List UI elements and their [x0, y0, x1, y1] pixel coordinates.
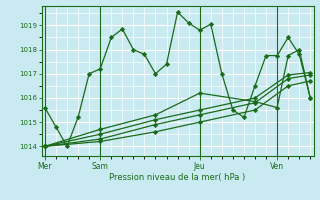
X-axis label: Pression niveau de la mer( hPa ): Pression niveau de la mer( hPa ) [109, 173, 246, 182]
